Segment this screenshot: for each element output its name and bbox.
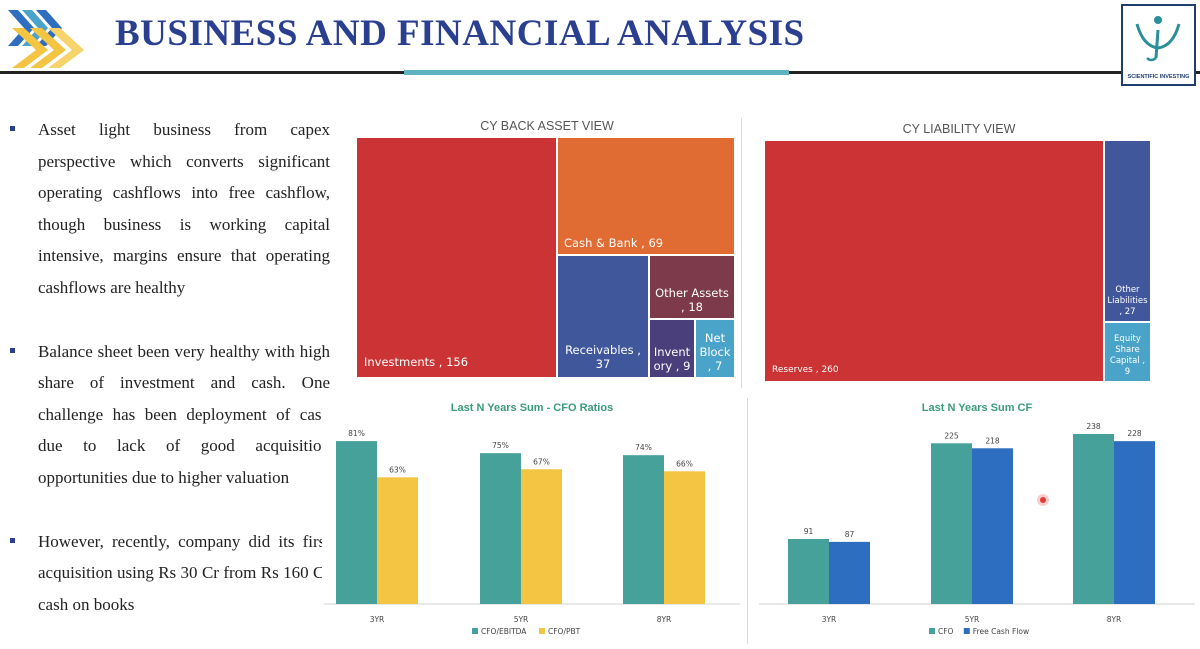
panel-divider	[741, 118, 742, 388]
cf-sum-chart: Last N Years Sum CF 91 87 3YR 225 218 5YR 238 2…	[757, 397, 1197, 645]
tile-equity-share-capital: Equity Share Capital , 9	[1104, 322, 1151, 382]
tile-receivables: Receivables , 37	[557, 255, 649, 378]
legend-label: Free Cash Flow	[973, 627, 1029, 636]
bar-value-label: 228	[1127, 429, 1142, 438]
tile-label: Net Block , 7	[699, 331, 731, 373]
legend-swatch	[929, 628, 935, 634]
bar-cfo-pbt-5yr	[521, 469, 562, 604]
header-accent-bar	[404, 70, 789, 75]
liability-treemap-title: CY LIABILITY VIEW	[902, 122, 1016, 136]
category-tick-label: 5YR	[514, 615, 529, 624]
bar-cfo-8yr	[1073, 434, 1114, 604]
bullet-item: Asset light business from capex perspect…	[10, 114, 330, 304]
bullet-square-icon	[10, 537, 15, 543]
tile-investments: Investments , 156	[356, 137, 557, 378]
bar-value-label: 74%	[635, 443, 652, 452]
tile-label: Invent ory , 9	[653, 345, 691, 373]
bar-value-label: 67%	[533, 457, 550, 466]
legend-swatch	[472, 628, 478, 634]
category-tick-label: 8YR	[657, 615, 672, 624]
bar-value-label: 225	[944, 431, 959, 440]
cf-sum-title: Last N Years Sum CF	[921, 402, 1033, 414]
bar-value-label: 218	[985, 436, 1000, 445]
tile-inventory: Invent ory , 9	[649, 319, 695, 378]
tile-label: Investments , 156	[364, 355, 469, 369]
tile-label: Cash & Bank , 69	[564, 236, 664, 250]
bullet-text: Balance sheet been very healthy with hig…	[38, 341, 330, 487]
panel-divider	[747, 398, 748, 644]
bar-value-label: 238	[1086, 422, 1101, 431]
bar-cfo-ebitda-5yr	[480, 453, 521, 604]
bar-free-cash-flow-8yr	[1114, 441, 1155, 604]
asset-treemap-title: CY BACK ASSET VIEW	[480, 119, 614, 133]
category-tick-label: 3YR	[370, 615, 385, 624]
tile-label: Other Assets , 18	[655, 286, 729, 314]
legend-label: CFO	[938, 627, 954, 636]
cfo-ratios-chart: Last N Years Sum - CFO Ratios 81% 63% 3YR 7…	[322, 397, 742, 645]
bullet-item: Balance sheet been very healthy with hig…	[10, 336, 330, 494]
logo-text: SCIENTIFIC INVESTING	[1127, 74, 1190, 80]
bar-free-cash-flow-3yr	[829, 541, 870, 604]
bar-value-label: 63%	[389, 465, 406, 474]
legend-swatch	[963, 628, 970, 634]
category-tick-label: 5YR	[965, 615, 980, 624]
category-tick-label: 3YR	[822, 615, 837, 624]
bar-value-label: 87	[845, 530, 855, 539]
tile-net-block: Net Block , 7	[695, 319, 735, 378]
tile-reserves: Reserves , 260	[764, 140, 1104, 382]
legend-swatch	[539, 628, 545, 634]
bar-cfo-pbt-3yr	[377, 477, 418, 604]
logo-chevrons-icon	[8, 6, 98, 68]
bar-value-label: 81%	[348, 429, 365, 438]
bullet-item: However, recently, company did its first…	[10, 526, 330, 621]
bullet-text: However, recently, company did its first…	[38, 531, 330, 614]
bar-value-label: 66%	[676, 459, 693, 468]
tile-label: Reserves , 260	[772, 365, 839, 375]
category-tick-label: 8YR	[1107, 615, 1122, 624]
bar-cfo-5yr	[931, 443, 972, 604]
legend-label: CFO/EBITDA	[481, 627, 527, 636]
cf-sum-svg: 91 87 3YR 225 218 5YR 238 228 8YR CFO Free Cash Fl…	[759, 422, 1195, 636]
page-title: BUSINESS AND FINANCIAL ANALYSIS	[115, 13, 805, 54]
bar-cfo-ebitda-3yr	[336, 441, 377, 604]
bullet-square-icon	[10, 126, 15, 131]
legend-label: CFO/PBT	[548, 627, 581, 636]
bar-value-label: 91	[804, 527, 814, 536]
tile-other-liabilities: Other Liabilities , 27	[1104, 140, 1151, 322]
bar-value-label: 75%	[492, 441, 509, 450]
tile-cash-bank: Cash & Bank , 69	[557, 137, 735, 255]
liability-treemap: CY LIABILITY VIEW Reserves , 260 Other L…	[764, 113, 1154, 385]
bar-cfo-ebitda-8yr	[623, 455, 664, 604]
bar-cfo-3yr	[788, 539, 829, 604]
bar-cfo-pbt-8yr	[664, 471, 705, 604]
tile-other-assets: Other Assets , 18	[649, 255, 735, 319]
bullet-list: Asset light business from capex perspect…	[10, 114, 330, 620]
cfo-ratios-title: Last N Years Sum - CFO Ratios	[450, 402, 614, 414]
tile-label: Receivables , 37	[565, 343, 641, 371]
bullet-text: Asset light business from capex perspect…	[38, 120, 330, 297]
tile-label: Other Liabilities , 27	[1107, 285, 1148, 317]
bullet-square-icon	[10, 347, 15, 353]
cfo-ratios-svg: 81% 63% 3YR 75% 67% 5YR 74% 66% 8YR CFO/EBITDA CFO…	[324, 429, 740, 636]
bar-free-cash-flow-5yr	[972, 448, 1013, 604]
scientific-investing-logo: SCIENTIFIC INVESTING	[1121, 4, 1196, 86]
asset-treemap: CY BACK ASSET VIEW Investments , 156 Cas…	[356, 113, 738, 381]
tile-label: Equity Share Capital , 9	[1109, 334, 1146, 377]
cursor-indicator-icon	[1037, 494, 1049, 506]
person-icon	[1135, 16, 1181, 62]
